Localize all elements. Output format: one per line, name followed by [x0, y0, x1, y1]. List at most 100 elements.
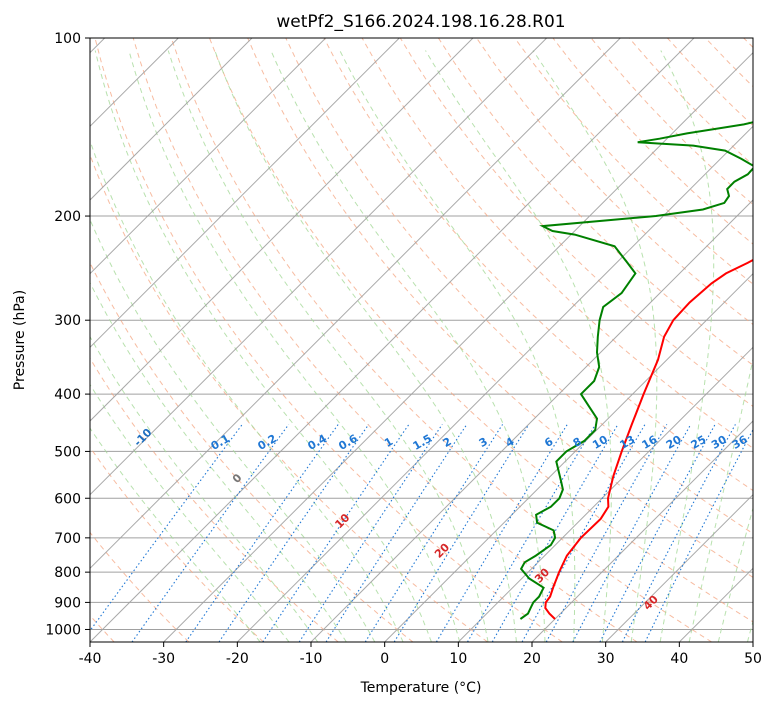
dry-adiabat-line [90, 357, 339, 642]
mixing-ratio-line [435, 424, 568, 642]
moist-adiabat-line [214, 50, 517, 642]
dry-adiabat-line [437, 38, 753, 366]
isotherm-line [163, 51, 753, 642]
mixing-ratio-line [545, 424, 668, 642]
moist-adiabat-line [747, 619, 753, 642]
isotherm-line [236, 125, 753, 642]
mixing-ratio-line [90, 424, 243, 632]
dry-adiabat-line [170, 38, 712, 642]
mixing-ratio-label: 25 [689, 433, 709, 452]
y-tick-label: 800 [54, 565, 81, 581]
background-lines [90, 38, 753, 642]
moist-adiabat-line [90, 218, 376, 642]
moist-adiabat-line [270, 50, 546, 642]
mixing-ratio-label: 3 [477, 435, 490, 450]
dry-adiabat-label: 0 [230, 471, 245, 486]
dry-adiabat-line [90, 446, 264, 642]
dewpoint-profile-line [519, 121, 753, 620]
inner-labels: 0.10.20.40.611.52346810131620253036-100-… [131, 426, 750, 613]
moist-adiabat-line [717, 506, 753, 642]
x-tick-label: 30 [597, 651, 615, 667]
dry-adiabat-line [247, 38, 753, 578]
mixing-ratio-label: 30 [709, 433, 729, 452]
isotherm-line [531, 420, 753, 642]
x-tick-label: 10 [449, 651, 467, 667]
mixing-ratio-line [131, 424, 290, 642]
y-tick-label: 500 [54, 444, 81, 460]
x-tick-label: 50 [744, 651, 762, 667]
y-tick-label: 100 [54, 31, 81, 47]
isotherm-line [90, 38, 548, 496]
mixing-ratio-label: 1.5 [411, 432, 434, 453]
mixing-ratio-label: 10 [590, 433, 610, 452]
isotherm-line [90, 38, 695, 642]
mixing-ratio-line [521, 424, 646, 642]
isotherm-line [90, 38, 400, 349]
profile-series [519, 121, 753, 620]
isotherm-line [90, 38, 253, 201]
y-tick-label: 200 [54, 209, 81, 225]
moist-adiabat-line [90, 139, 404, 642]
plot-frame [89, 37, 754, 643]
mixing-ratio-line [218, 424, 370, 642]
mixing-ratio-line [364, 424, 504, 642]
y-tick-label: 400 [54, 387, 81, 403]
moist-adiabat-line [659, 50, 715, 642]
mixing-ratio-line [572, 424, 692, 642]
isotherm-line [457, 346, 753, 642]
y-tick-label: 700 [54, 531, 81, 547]
mixing-ratio-label: 0.4 [306, 432, 330, 453]
y-tick-label: 600 [54, 491, 81, 507]
isotherm-line [678, 567, 753, 642]
mixing-ratio-line [298, 424, 443, 642]
dry-adiabat-label: -10 [131, 426, 154, 449]
moist-adiabat-line [339, 50, 576, 642]
chart-title: wetPf2_S166.2024.198.16.28.R01 [276, 12, 565, 32]
dry-adiabat-label: 20 [432, 540, 452, 560]
isotherm-line [90, 38, 474, 422]
dry-adiabat-line [209, 38, 753, 623]
dry-adiabat-line [94, 38, 563, 642]
moist-adiabat-line [688, 356, 753, 642]
x-tick-label: 0 [380, 651, 389, 667]
mixing-ratio-line [185, 424, 339, 642]
dry-adiabat-line [399, 38, 753, 408]
x-tick-label: -10 [300, 651, 323, 667]
dry-adiabat-line [90, 261, 414, 642]
mixing-ratio-label: 1 [382, 435, 395, 450]
y-tick-label: 1000 [45, 622, 81, 638]
dry-adiabat-line [590, 38, 753, 206]
y-tick-label: 900 [54, 595, 81, 611]
moist-adiabat-line [532, 50, 658, 642]
mixing-ratio-label: 20 [664, 433, 684, 452]
y-tick-label: 300 [54, 313, 81, 329]
mixing-ratio-label: 36 [730, 433, 750, 452]
moist-adiabat-line [94, 50, 432, 642]
dry-adiabat-line [476, 38, 753, 326]
dry-adiabat-label: 40 [641, 593, 661, 613]
dry-adiabat-line [90, 153, 488, 642]
x-axis-label: Temperature (°C) [360, 680, 482, 696]
axis-ticks: -40 -30 -20 -10 0 10 20 30 40 5010020030040050060… [45, 31, 762, 667]
dry-adiabat-line [514, 38, 753, 285]
y-axis-label: Pressure (hPa) [12, 290, 28, 390]
x-tick-label: -30 [152, 651, 175, 667]
mixing-ratio-line [599, 424, 716, 642]
dry-adiabat-line [132, 38, 638, 642]
moist-adiabat-line [90, 427, 261, 642]
moist-adiabat-line [90, 281, 347, 642]
mixing-ratio-label: 0.1 [209, 432, 232, 453]
isotherm-line [384, 272, 753, 642]
isotherm-line [90, 38, 327, 275]
mixing-ratio-label: 6 [542, 435, 555, 450]
dry-adiabat-line [743, 38, 753, 49]
mixing-ratio-line [325, 424, 468, 642]
mixing-ratio-label: 16 [640, 433, 660, 452]
moist-adiabat-line [167, 50, 489, 642]
moist-adiabat-line [128, 50, 461, 642]
isotherm-line [310, 199, 753, 642]
moist-adiabat-line [90, 383, 290, 642]
isotherm-line [752, 641, 753, 642]
x-tick-label: -20 [226, 651, 249, 667]
